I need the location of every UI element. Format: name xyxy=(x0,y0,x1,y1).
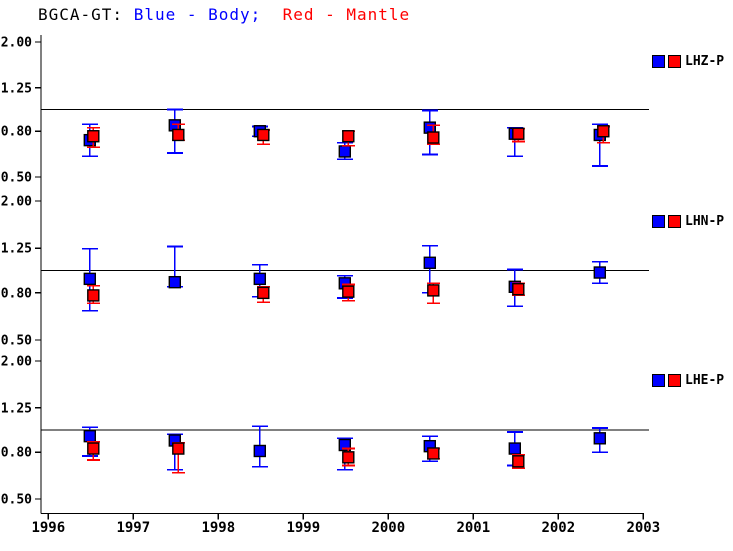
body-data-point xyxy=(338,438,351,452)
mantle-data-point xyxy=(597,125,610,138)
mantle-data-point xyxy=(172,128,185,142)
x-tick-label: 2003 xyxy=(626,520,660,536)
y-tick-label: 2.00 xyxy=(1,36,32,51)
mantle-data-point xyxy=(512,127,525,140)
mantle-data-point xyxy=(427,284,440,297)
body-data-point xyxy=(83,272,97,286)
x-tick-label: 2002 xyxy=(541,520,575,536)
body-swatch-icon xyxy=(652,55,665,68)
body-data-point xyxy=(423,256,436,269)
mantle-swatch-icon xyxy=(668,374,681,387)
chart-title-station: BGCA-GT: xyxy=(38,5,134,24)
body-data-point xyxy=(338,145,351,158)
mantle-data-point xyxy=(342,130,355,143)
y-tick-label: 0.50 xyxy=(1,493,32,508)
mantle-data-point xyxy=(512,282,525,296)
mantle-data-point xyxy=(257,286,270,300)
legend-lhz-p: LHZ-P xyxy=(652,54,724,69)
y-tick-label: 0.50 xyxy=(1,334,32,349)
chart-title-body-key: Blue - Body; xyxy=(133,5,283,24)
body-data-point xyxy=(593,432,606,445)
mantle-data-point xyxy=(427,447,440,460)
y-tick-label: 2.00 xyxy=(1,195,32,210)
mantle-swatch-icon xyxy=(668,55,681,68)
mantle-swatch-icon xyxy=(668,215,681,228)
mantle-data-point xyxy=(172,442,185,455)
x-tick-label: 2001 xyxy=(456,520,490,536)
legend-lhn-p: LHN-P xyxy=(652,214,724,229)
body-data-point xyxy=(508,442,521,455)
body-data-point xyxy=(253,272,267,286)
body-data-point xyxy=(593,266,606,279)
x-tick-label: 1998 xyxy=(201,520,235,536)
y-tick-label: 1.25 xyxy=(1,242,32,257)
body-data-point xyxy=(83,429,97,443)
mantle-data-point xyxy=(342,451,355,464)
body-swatch-icon xyxy=(652,215,665,228)
y-tick-label: 1.25 xyxy=(1,81,32,96)
x-tick-label: 1997 xyxy=(116,520,150,536)
y-tick-label: 2.00 xyxy=(1,355,32,370)
mantle-data-point xyxy=(87,442,100,455)
mantle-data-point xyxy=(87,130,100,143)
body-data-point xyxy=(253,444,267,458)
legend-label-lhe-p: LHE-P xyxy=(685,373,725,388)
mantle-data-point xyxy=(512,455,525,468)
y-tick-label: 0.50 xyxy=(1,171,32,186)
mantle-data-point xyxy=(427,131,440,144)
y-tick-label: 0.80 xyxy=(1,286,32,301)
mantle-data-point xyxy=(87,289,100,302)
mantle-data-point xyxy=(342,285,355,298)
y-tick-label: 0.80 xyxy=(1,446,32,461)
x-tick-label: 2000 xyxy=(371,520,405,536)
mantle-data-point xyxy=(257,128,270,142)
legend-label-lhn-p: LHN-P xyxy=(685,214,725,229)
legend-lhe-p: LHE-P xyxy=(652,373,724,388)
body-data-point xyxy=(168,275,182,289)
chart-title: BGCA-GT: Blue - Body; Red - Mantle xyxy=(38,5,410,24)
y-tick-label: 1.25 xyxy=(1,401,32,416)
y-tick-label: 0.80 xyxy=(1,125,32,140)
body-swatch-icon xyxy=(652,374,665,387)
x-tick-label: 1999 xyxy=(286,520,320,536)
x-tick-label: 1996 xyxy=(31,520,65,536)
legend-label-lhz-p: LHZ-P xyxy=(685,54,725,69)
chart-title-mantle-key: Red - Mantle xyxy=(282,5,411,24)
